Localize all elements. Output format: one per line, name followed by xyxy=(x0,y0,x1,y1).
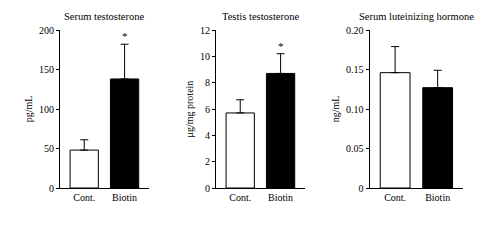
svg-text:*: * xyxy=(122,30,128,42)
svg-text:0: 0 xyxy=(359,183,364,194)
svg-text:0.15: 0.15 xyxy=(346,64,364,75)
svg-text:2: 2 xyxy=(205,156,210,167)
svg-text:Cont.: Cont. xyxy=(229,192,251,203)
svg-text:Biotin: Biotin xyxy=(425,192,450,203)
svg-text:pg/mL: pg/mL xyxy=(23,96,34,123)
svg-text:10: 10 xyxy=(200,51,210,62)
svg-text:Cont.: Cont. xyxy=(384,192,406,203)
svg-text:ng/mL: ng/mL xyxy=(330,96,341,123)
svg-text:Testis testosterone: Testis testosterone xyxy=(222,11,299,22)
svg-text:0.05: 0.05 xyxy=(346,143,364,154)
svg-text:Cont.: Cont. xyxy=(73,192,95,203)
svg-text:200: 200 xyxy=(39,25,54,36)
svg-text:8: 8 xyxy=(205,77,210,88)
svg-text:0.20: 0.20 xyxy=(346,25,364,36)
svg-text:*: * xyxy=(278,40,284,52)
svg-text:μg/mg protein: μg/mg protein xyxy=(184,81,195,138)
svg-text:Serum testosterone: Serum testosterone xyxy=(64,11,145,22)
svg-text:6: 6 xyxy=(205,104,210,115)
svg-text:0.10: 0.10 xyxy=(346,104,364,115)
svg-text:50: 50 xyxy=(44,143,54,154)
svg-text:Biotin: Biotin xyxy=(112,192,137,203)
svg-text:0: 0 xyxy=(49,183,54,194)
svg-text:Biotin: Biotin xyxy=(268,192,293,203)
svg-text:Serum luteinizing hormone: Serum luteinizing hormone xyxy=(359,11,474,22)
svg-text:100: 100 xyxy=(39,104,54,115)
svg-text:150: 150 xyxy=(39,64,54,75)
svg-text:12: 12 xyxy=(200,25,210,36)
svg-text:0: 0 xyxy=(205,183,210,194)
svg-text:4: 4 xyxy=(205,130,210,141)
